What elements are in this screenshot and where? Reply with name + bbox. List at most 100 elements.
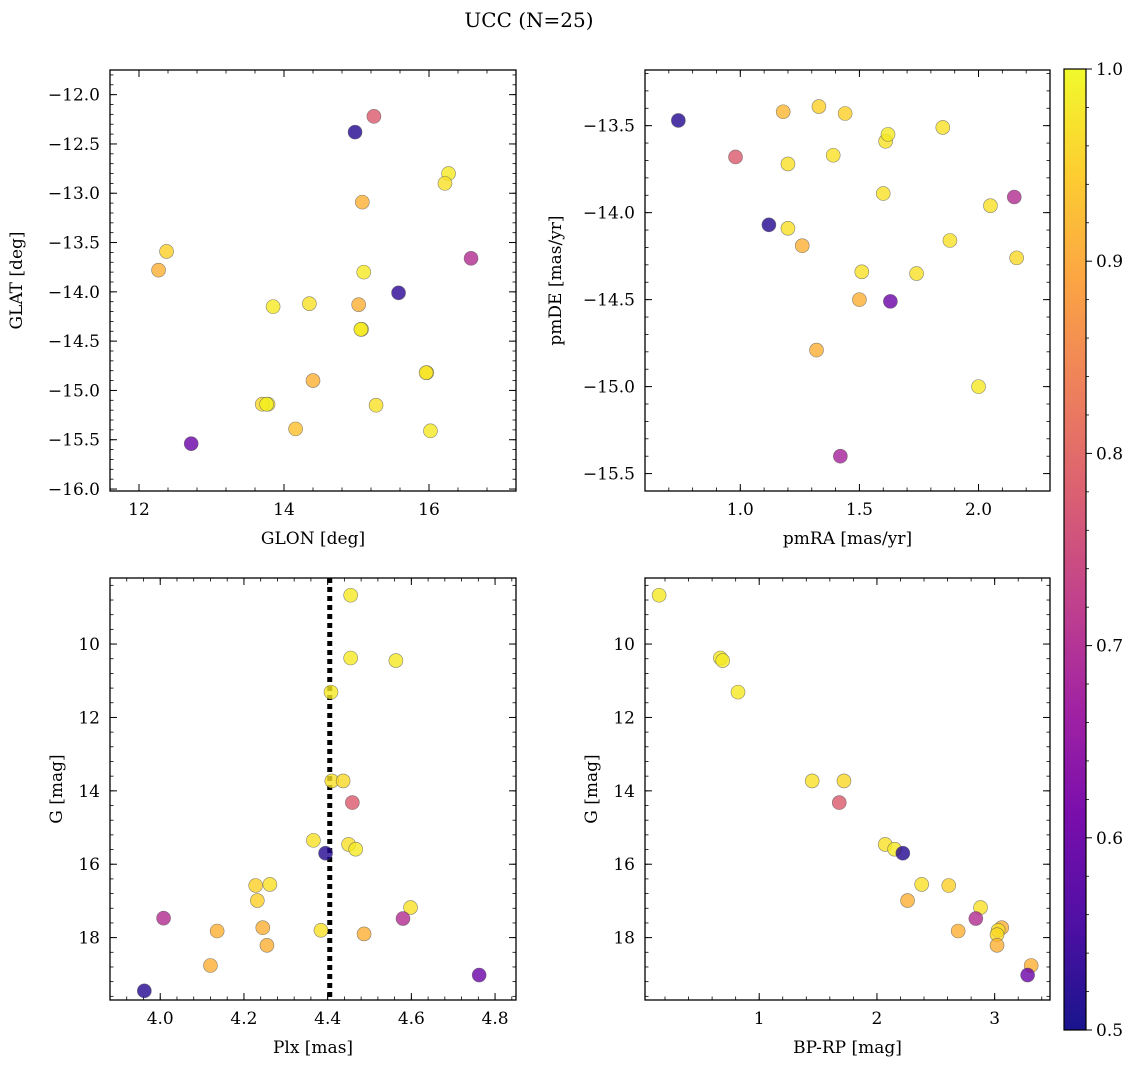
scatter-point bbox=[403, 900, 418, 915]
tick-marks bbox=[109, 70, 517, 491]
scatter-point bbox=[971, 379, 986, 394]
scatter-point bbox=[809, 342, 824, 358]
scatter-point bbox=[156, 910, 171, 926]
figure-title: UCC (N=25) bbox=[464, 8, 593, 32]
y-tick-label: −12.5 bbox=[48, 135, 100, 155]
scatter-point bbox=[895, 845, 911, 861]
scatter-points bbox=[671, 99, 1024, 464]
x-tick-label: 2 bbox=[872, 1009, 883, 1029]
scatter-point bbox=[356, 926, 372, 942]
x-tick-label: 2.0 bbox=[965, 500, 992, 520]
y-tick-label: −15.5 bbox=[48, 431, 100, 451]
scatter-points bbox=[651, 587, 1039, 983]
scatter-point bbox=[942, 233, 958, 248]
scatter-point bbox=[794, 238, 810, 254]
colorbar-tick-label: 0.6 bbox=[1096, 829, 1123, 849]
scatter-points bbox=[137, 587, 487, 999]
y-tick-label: −15.0 bbox=[583, 378, 635, 398]
y-tick-label: −14.0 bbox=[48, 283, 100, 303]
scatter-point bbox=[811, 99, 827, 114]
axes-frame bbox=[644, 69, 1051, 492]
x-tick-label: 4.6 bbox=[398, 1009, 425, 1029]
scatter-point bbox=[989, 938, 1005, 953]
colorbar: 0.5 0.6 0.7 0.8 0.9 1.0 bbox=[1063, 60, 1123, 1041]
scatter-point bbox=[875, 186, 891, 201]
tick-marks bbox=[109, 578, 516, 1000]
scatter-point bbox=[833, 448, 848, 464]
scatter-point bbox=[305, 373, 321, 388]
scatter-point bbox=[775, 104, 791, 120]
y-axis-label-g-right: G [mag] bbox=[582, 754, 602, 823]
y-tick-label: 10 bbox=[78, 635, 100, 655]
scatter-point bbox=[914, 877, 929, 892]
scatter-point bbox=[159, 244, 174, 259]
scatter-point bbox=[302, 296, 317, 311]
y-tick-label: 16 bbox=[613, 855, 635, 875]
y-tick-label: 18 bbox=[613, 929, 635, 949]
scatter-point bbox=[423, 423, 438, 439]
y-axis-label-g-left: G [mag] bbox=[47, 754, 67, 823]
scatter-point bbox=[265, 299, 281, 314]
y-tick-label: 16 bbox=[78, 855, 100, 875]
x-tick-label: 16 bbox=[418, 500, 440, 520]
scatter-point bbox=[356, 264, 372, 280]
tick-marks bbox=[645, 578, 1050, 1000]
scatter-point bbox=[288, 421, 303, 437]
scatter-point bbox=[780, 221, 796, 236]
scatter-point bbox=[343, 587, 358, 603]
x-axis-label-plx: Plx [mas] bbox=[273, 1038, 353, 1058]
scatter-point bbox=[852, 292, 867, 307]
scatter-point bbox=[671, 113, 686, 128]
scatter-point bbox=[651, 587, 667, 603]
x-tick-label: 4.0 bbox=[147, 1009, 174, 1029]
y-tick-label: 12 bbox=[613, 708, 635, 728]
scatter-point bbox=[854, 264, 870, 280]
scatter-point bbox=[255, 920, 271, 936]
scatter-point bbox=[471, 967, 487, 983]
scatter-point bbox=[151, 262, 166, 278]
y-tick-label: 10 bbox=[613, 635, 635, 655]
x-tick-label: 4.4 bbox=[314, 1009, 341, 1029]
scatter-point bbox=[250, 893, 265, 908]
y-tick-label: −12.0 bbox=[48, 86, 100, 106]
scatter-point bbox=[318, 845, 333, 861]
scatter-point bbox=[354, 194, 370, 210]
scatter-point bbox=[368, 397, 384, 413]
y-tick-label: −15.0 bbox=[48, 381, 100, 401]
scatter-point bbox=[306, 833, 321, 848]
scatter-point bbox=[831, 795, 847, 810]
scatter-point bbox=[348, 841, 363, 857]
scatter-point bbox=[437, 176, 453, 191]
scatter-point bbox=[880, 127, 896, 142]
scatter-point bbox=[137, 983, 152, 999]
scatter-point bbox=[203, 958, 218, 973]
scatter-point bbox=[1006, 189, 1022, 205]
scatter-point bbox=[1020, 967, 1035, 983]
scatter-point bbox=[983, 198, 998, 213]
colorbar-tick-label: 0.7 bbox=[1096, 637, 1123, 657]
scatter-point bbox=[941, 878, 957, 893]
y-tick-label: −14.5 bbox=[583, 291, 635, 311]
scatter-point bbox=[259, 396, 274, 412]
x-tick-label: 1 bbox=[754, 1009, 765, 1029]
panel-plx-g: Plx [mas] G [mag] 4.0 4.2 4.4 4.6 4.8 10 12 14 1… bbox=[47, 577, 517, 1058]
y-tick-label: 14 bbox=[613, 782, 635, 802]
scatter-point bbox=[366, 109, 382, 124]
scatter-point bbox=[804, 773, 820, 789]
x-tick-label: 14 bbox=[273, 500, 295, 520]
scatter-point bbox=[836, 773, 852, 789]
x-tick-label: 3 bbox=[989, 1009, 1000, 1029]
scatter-point bbox=[825, 147, 841, 163]
colorbar-tick-label: 0.8 bbox=[1096, 444, 1123, 464]
scatter-point bbox=[391, 285, 406, 301]
scatter-point bbox=[761, 217, 777, 233]
scatter-point bbox=[780, 156, 796, 172]
scatter-point bbox=[463, 251, 479, 266]
axes-frame bbox=[109, 69, 517, 492]
axes-frame bbox=[109, 577, 517, 1001]
x-tick-label: 4.2 bbox=[230, 1009, 257, 1029]
tick-marks bbox=[644, 70, 1051, 492]
scatter-point bbox=[900, 893, 915, 908]
scatter-point bbox=[262, 877, 278, 892]
